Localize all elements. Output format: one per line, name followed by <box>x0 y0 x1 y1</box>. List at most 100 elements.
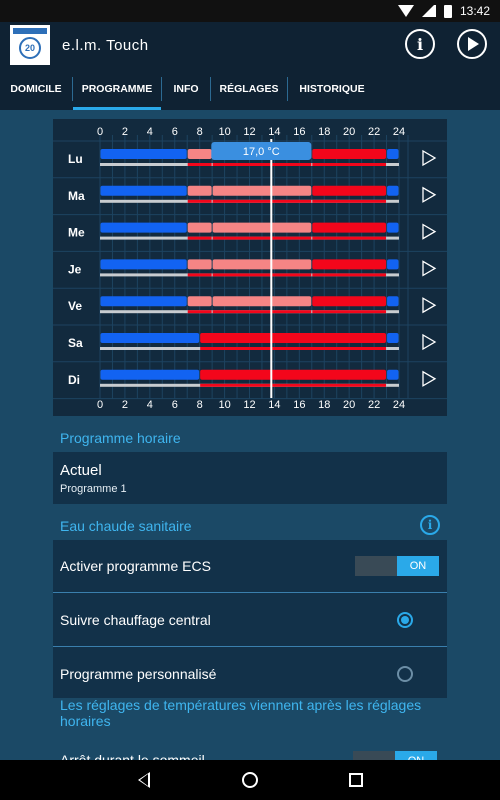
day-play-icon[interactable] <box>422 297 437 314</box>
schedule-segment[interactable] <box>187 259 212 270</box>
schedule-segment[interactable] <box>387 149 399 159</box>
schedule-segment[interactable] <box>187 149 212 159</box>
day-label: Ma <box>68 189 85 203</box>
hour-tick-top: 0 <box>97 126 103 138</box>
tab-programme[interactable]: PROGRAMME <box>73 68 161 110</box>
ecs-note: Les réglages de températures viennent ap… <box>60 697 422 729</box>
hour-tick-top: 8 <box>197 126 203 138</box>
segment-marker <box>312 236 387 240</box>
hour-tick-top: 10 <box>218 126 230 138</box>
activer-ecs-toggle[interactable]: ON <box>355 556 439 576</box>
tooltip-text: 17,0 °C <box>243 146 280 158</box>
schedule-segment[interactable] <box>187 185 212 196</box>
hour-tick-top: 14 <box>268 126 280 138</box>
schedule-segment[interactable] <box>387 185 399 196</box>
schedule-segment[interactable] <box>187 222 212 233</box>
divider <box>53 646 447 647</box>
battery-icon <box>443 4 452 18</box>
day-label: Sa <box>68 336 83 350</box>
schedule-segment[interactable] <box>200 369 387 380</box>
play-button[interactable] <box>457 29 487 59</box>
day-label: Di <box>68 373 80 387</box>
schedule-segment[interactable] <box>100 222 187 233</box>
back-icon[interactable] <box>138 772 150 788</box>
weekly-schedule[interactable]: 0 0 2 2 4 4 6 6 8 8 10 10 12 12 14 14 16 16 18 18 20 20 22 22 24… <box>53 119 447 416</box>
hour-tick-top: 18 <box>318 126 330 138</box>
day-play-icon[interactable] <box>422 149 437 167</box>
day-play-icon[interactable] <box>422 370 437 387</box>
schedule-segment[interactable] <box>312 296 387 307</box>
segment-marker <box>212 163 312 166</box>
schedule-segment[interactable] <box>212 259 312 270</box>
suivre-chauffage-radio[interactable] <box>397 612 413 628</box>
hour-tick-top: 16 <box>293 126 305 138</box>
hour-tick-bottom: 14 <box>268 399 280 411</box>
day-play-icon[interactable] <box>422 333 437 351</box>
schedule-segment[interactable] <box>387 222 399 233</box>
programme-personnalise-radio[interactable] <box>397 666 413 682</box>
hour-tick-bottom: 10 <box>218 399 230 411</box>
current-programme-card[interactable] <box>53 452 447 504</box>
schedule-segment[interactable] <box>100 149 187 159</box>
schedule-segment[interactable] <box>387 296 399 307</box>
schedule-segment[interactable] <box>187 296 212 307</box>
home-icon[interactable] <box>242 772 258 788</box>
hour-tick-top: 12 <box>243 126 255 138</box>
day-play-icon[interactable] <box>422 260 437 277</box>
wifi-icon <box>397 5 414 17</box>
segment-marker <box>187 273 212 277</box>
section-programme-horaire: Programme horaire <box>60 430 181 446</box>
tab-domicile[interactable]: DOMICILE <box>10 83 62 95</box>
day-play-icon[interactable] <box>422 223 437 240</box>
schedule-segment[interactable] <box>212 222 312 233</box>
suivre-chauffage-label: Suivre chauffage central <box>60 612 211 628</box>
segment-marker <box>312 273 387 277</box>
hour-tick-bottom: 0 <box>97 399 103 411</box>
day-label: Me <box>68 226 85 240</box>
schedule-segment[interactable] <box>312 259 387 270</box>
info-button[interactable]: i <box>405 29 435 59</box>
schedule-segment[interactable] <box>387 369 399 380</box>
recent-apps-icon[interactable] <box>349 773 363 787</box>
app-bar: 20 e.l.m. Touch i <box>0 22 500 68</box>
segment-marker <box>200 383 387 387</box>
schedule-segment[interactable] <box>387 333 399 343</box>
tab-info[interactable]: INFO <box>173 83 199 95</box>
schedule-segment[interactable] <box>100 185 187 196</box>
segment-marker <box>212 199 312 203</box>
schedule-grid: 0022446688101012121414161618182020222224… <box>53 119 447 416</box>
status-time: 13:42 <box>459 4 490 18</box>
hour-tick-top: 6 <box>172 126 178 138</box>
schedule-segment[interactable] <box>100 259 187 270</box>
system-nav-bar <box>0 760 500 800</box>
ecs-info-icon[interactable]: i <box>420 515 440 535</box>
hour-tick-top: 22 <box>368 126 380 138</box>
segment-marker <box>312 310 387 314</box>
schedule-segment[interactable] <box>200 333 387 343</box>
tab-reglages[interactable]: RÉGLAGES <box>219 83 279 95</box>
hour-tick-bottom: 12 <box>243 399 255 411</box>
schedule-segment[interactable] <box>212 185 312 196</box>
schedule-segment[interactable] <box>100 296 187 307</box>
schedule-segment[interactable] <box>387 259 399 270</box>
current-programme-label: Actuel <box>60 462 102 479</box>
app-logo: 20 <box>10 25 50 65</box>
hour-tick-top: 4 <box>147 126 153 138</box>
schedule-segment[interactable] <box>312 222 387 233</box>
hour-tick-top: 2 <box>122 126 128 138</box>
schedule-segment[interactable] <box>100 369 200 380</box>
schedule-segment[interactable] <box>312 149 387 159</box>
day-label: Je <box>68 262 82 276</box>
hour-tick-bottom: 8 <box>197 399 203 411</box>
day-play-icon[interactable] <box>422 186 437 203</box>
hour-tick-bottom: 18 <box>318 399 330 411</box>
schedule-segment[interactable] <box>100 333 200 343</box>
hour-tick-bottom: 24 <box>393 399 405 411</box>
schedule-segment[interactable] <box>312 185 387 196</box>
toggle-on-label: ON <box>397 556 439 576</box>
schedule-segment[interactable] <box>212 296 312 307</box>
tab-historique[interactable]: HISTORIQUE <box>299 83 365 95</box>
play-icon <box>468 37 479 51</box>
current-programme-value: Programme 1 <box>60 483 127 495</box>
segment-marker <box>212 273 312 277</box>
